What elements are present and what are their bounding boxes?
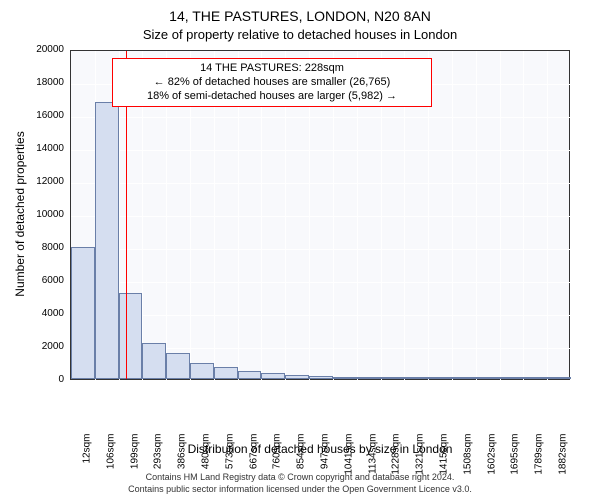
- bar: [476, 377, 500, 379]
- ytick-label: 20000: [0, 44, 64, 55]
- ytick-label: 16000: [0, 110, 64, 121]
- bar: [71, 247, 95, 379]
- bar: [547, 377, 571, 379]
- ytick-label: 14000: [0, 143, 64, 154]
- gridline-v: [523, 51, 524, 381]
- ytick-label: 0: [0, 374, 64, 385]
- gridline-h: [71, 216, 571, 217]
- gridline-h: [71, 183, 571, 184]
- yaxis-title: Number of detached properties: [13, 49, 27, 379]
- footer-line: Contains HM Land Registry data © Crown c…: [0, 472, 600, 484]
- xaxis-title: Distribution of detached houses by size …: [70, 442, 570, 456]
- ytick-label: 12000: [0, 176, 64, 187]
- ytick-label: 2000: [0, 341, 64, 352]
- ytick-label: 10000: [0, 209, 64, 220]
- annotation-box: 14 THE PASTURES: 228sqm← 82% of detached…: [112, 58, 432, 107]
- bar: [261, 373, 285, 379]
- bar: [381, 377, 405, 379]
- bar: [119, 293, 143, 379]
- annotation-line: ← 82% of detached houses are smaller (26…: [118, 76, 426, 90]
- bar: [166, 353, 190, 379]
- gridline-v: [500, 51, 501, 381]
- bar: [214, 367, 238, 379]
- ytick-label: 18000: [0, 77, 64, 88]
- chart-title-sub: Size of property relative to detached ho…: [0, 27, 600, 42]
- bar: [500, 377, 524, 379]
- footer: Contains HM Land Registry data © Crown c…: [0, 472, 600, 495]
- gridline-v: [452, 51, 453, 381]
- bar: [428, 377, 452, 379]
- footer-line: Contains public sector information licen…: [0, 484, 600, 496]
- bar: [523, 377, 547, 379]
- gridline-v: [547, 51, 548, 381]
- bar: [452, 377, 476, 379]
- gridline-v: [476, 51, 477, 381]
- bar: [285, 375, 309, 379]
- bar: [190, 363, 214, 380]
- annotation-line: 14 THE PASTURES: 228sqm: [118, 62, 426, 76]
- ytick-label: 4000: [0, 308, 64, 319]
- chart-title-main: 14, THE PASTURES, LONDON, N20 8AN: [0, 8, 600, 24]
- bar: [333, 377, 357, 379]
- gridline-h: [71, 282, 571, 283]
- bar: [95, 102, 119, 379]
- ytick-label: 6000: [0, 275, 64, 286]
- gridline-h: [71, 117, 571, 118]
- annotation-line: 18% of semi-detached houses are larger (…: [118, 90, 426, 104]
- gridline-h: [71, 150, 571, 151]
- gridline-h: [71, 249, 571, 250]
- ytick-label: 8000: [0, 242, 64, 253]
- gridline-h: [71, 315, 571, 316]
- bar: [357, 377, 381, 379]
- bar: [238, 371, 262, 379]
- bar: [142, 343, 166, 379]
- bar: [309, 376, 333, 379]
- bar: [404, 377, 428, 379]
